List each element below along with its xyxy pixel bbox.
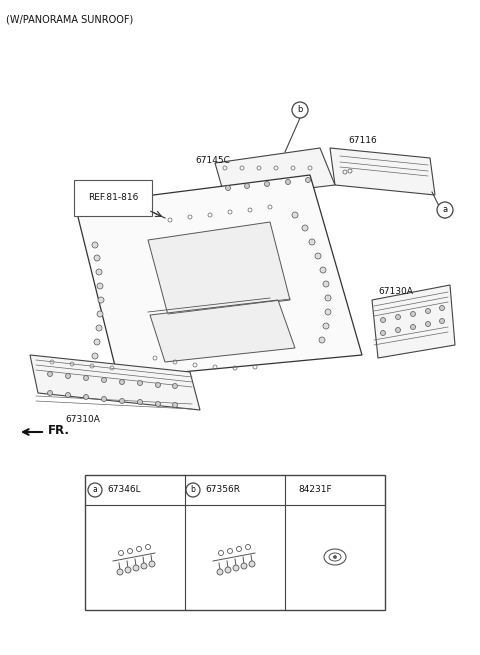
Circle shape <box>84 394 88 400</box>
Circle shape <box>325 295 331 301</box>
Bar <box>85 475 385 610</box>
Polygon shape <box>150 300 295 362</box>
Circle shape <box>334 555 336 559</box>
Circle shape <box>323 281 329 287</box>
Circle shape <box>101 377 107 383</box>
Circle shape <box>323 323 329 329</box>
Circle shape <box>125 567 131 573</box>
Circle shape <box>92 353 98 359</box>
Circle shape <box>120 379 124 384</box>
Circle shape <box>225 567 231 573</box>
Circle shape <box>137 381 143 386</box>
Circle shape <box>292 212 298 218</box>
Circle shape <box>309 239 315 245</box>
Circle shape <box>425 322 431 326</box>
Circle shape <box>440 305 444 310</box>
Polygon shape <box>330 148 435 195</box>
Text: 67310A: 67310A <box>65 415 100 424</box>
Circle shape <box>286 179 290 185</box>
Polygon shape <box>30 355 200 410</box>
Polygon shape <box>215 148 335 198</box>
Circle shape <box>381 331 385 335</box>
Polygon shape <box>75 175 362 378</box>
Circle shape <box>98 297 104 303</box>
Circle shape <box>156 402 160 407</box>
Text: REF.81-816: REF.81-816 <box>88 193 138 202</box>
Circle shape <box>141 563 147 569</box>
Circle shape <box>172 403 178 407</box>
Circle shape <box>97 311 103 317</box>
Circle shape <box>137 400 143 405</box>
Circle shape <box>305 178 311 183</box>
Circle shape <box>48 371 52 377</box>
Circle shape <box>101 396 107 402</box>
Circle shape <box>149 561 155 567</box>
Text: 67356R: 67356R <box>205 485 240 495</box>
Circle shape <box>292 102 308 118</box>
Circle shape <box>381 318 385 322</box>
Circle shape <box>172 383 178 388</box>
Circle shape <box>410 324 416 329</box>
Text: b: b <box>297 105 303 115</box>
Text: 84231F: 84231F <box>298 485 332 495</box>
Circle shape <box>325 309 331 315</box>
Circle shape <box>97 283 103 289</box>
Text: (W/PANORAMA SUNROOF): (W/PANORAMA SUNROOF) <box>6 14 133 24</box>
Polygon shape <box>372 285 455 358</box>
Circle shape <box>396 328 400 333</box>
Circle shape <box>437 202 453 218</box>
Circle shape <box>264 181 269 187</box>
Polygon shape <box>148 222 290 315</box>
Circle shape <box>156 383 160 388</box>
Text: 67346L: 67346L <box>107 485 141 495</box>
Circle shape <box>249 561 255 567</box>
Circle shape <box>88 483 102 497</box>
Circle shape <box>120 398 124 403</box>
Circle shape <box>315 253 321 259</box>
Circle shape <box>65 392 71 398</box>
Circle shape <box>48 390 52 396</box>
Circle shape <box>319 337 325 343</box>
Circle shape <box>440 318 444 324</box>
Text: a: a <box>93 485 97 495</box>
Circle shape <box>96 269 102 275</box>
Text: 67130A: 67130A <box>378 287 413 296</box>
Circle shape <box>302 225 308 231</box>
Circle shape <box>320 267 326 273</box>
Circle shape <box>84 375 88 381</box>
Circle shape <box>117 569 123 575</box>
Text: FR.: FR. <box>48 424 70 436</box>
Text: b: b <box>191 485 195 495</box>
Text: 67145C: 67145C <box>195 156 230 165</box>
Circle shape <box>133 565 139 571</box>
Circle shape <box>410 312 416 316</box>
Circle shape <box>65 373 71 379</box>
Circle shape <box>226 185 230 191</box>
Circle shape <box>244 183 250 189</box>
Circle shape <box>94 255 100 261</box>
Circle shape <box>92 242 98 248</box>
Circle shape <box>94 339 100 345</box>
Circle shape <box>217 569 223 575</box>
Circle shape <box>186 483 200 497</box>
Circle shape <box>396 314 400 320</box>
Circle shape <box>233 565 239 571</box>
Circle shape <box>425 309 431 314</box>
Text: a: a <box>443 206 447 214</box>
Circle shape <box>241 563 247 569</box>
Circle shape <box>96 325 102 331</box>
Text: 67116: 67116 <box>348 136 377 145</box>
